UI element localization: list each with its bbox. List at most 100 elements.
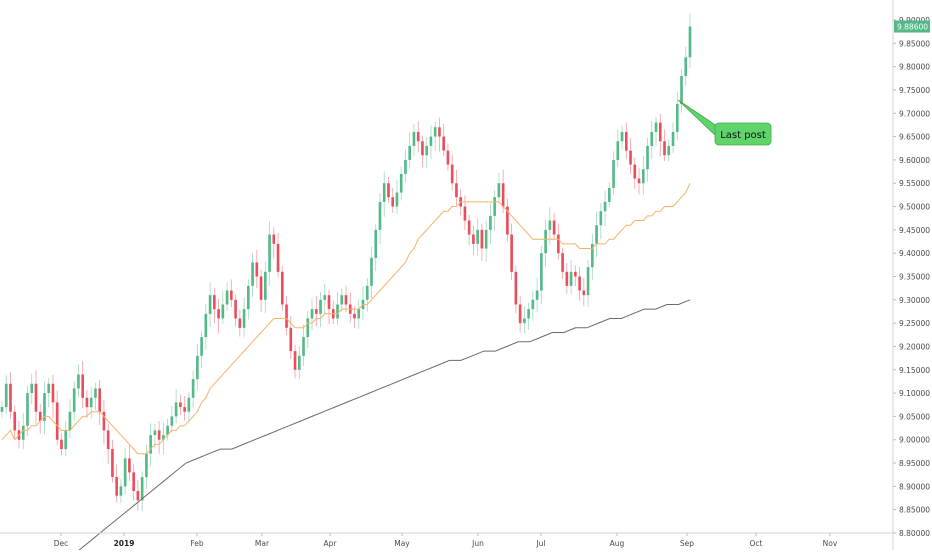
candle-body [340, 295, 344, 305]
candle-body [4, 383, 8, 408]
price-tick-label: 9.25000 [899, 319, 930, 328]
candle-body [89, 397, 93, 408]
candle-body [280, 271, 284, 305]
candle-body [425, 145, 429, 156]
candle-body [297, 355, 301, 370]
price-axis: 9.90000 9.85000 9.80000 9.75000 9.70000 9.650… [893, 16, 930, 538]
price-tick-label: 8.95000 [899, 459, 930, 468]
price-tick-label: 9.80000 [899, 63, 930, 72]
candle-body [259, 276, 263, 300]
candle-body [179, 402, 182, 408]
candle-body [200, 337, 203, 356]
candle-body [268, 234, 271, 272]
candle-body [234, 299, 237, 319]
candle-body [399, 173, 403, 193]
callout-pointer [677, 99, 721, 137]
candle-body [446, 150, 450, 165]
candle-body [293, 351, 297, 370]
candle-body [438, 127, 441, 137]
candle-body [0, 407, 4, 412]
candle-body [357, 309, 361, 319]
price-tick-label: 9.50000 [899, 203, 930, 212]
candle-body [684, 57, 688, 76]
last-post-callout: Last post [677, 99, 772, 146]
candle-body [247, 285, 250, 310]
candle-body [586, 267, 590, 296]
price-tick-label: 9.05000 [899, 412, 930, 421]
price-tick-label: 8.80000 [899, 529, 930, 538]
candle-body [480, 229, 484, 249]
candle-body [591, 243, 594, 268]
candle-body [136, 491, 140, 501]
time-tick-label: Dec [54, 539, 69, 548]
last-price-tag: 9.88600 [894, 20, 930, 33]
candle-body [81, 374, 85, 398]
candle-body [140, 477, 144, 501]
price-tick-label: 9.20000 [899, 342, 930, 351]
price-tick-label: 9.65000 [899, 133, 930, 142]
price-tick-label: 9.60000 [899, 156, 930, 165]
candle-body [43, 393, 46, 422]
candle-body [272, 234, 276, 244]
candle-body [238, 318, 242, 328]
price-tick-label: 9.45000 [899, 226, 930, 235]
candle-body [221, 304, 225, 319]
candle-body [174, 402, 178, 417]
candle-body [111, 449, 114, 478]
time-tick-label: May [394, 539, 410, 548]
time-tick-label: Mar [255, 539, 270, 548]
price-tick-label: 9.90000 [899, 16, 930, 25]
price-tick-label: 9.00000 [899, 436, 930, 445]
candle-body [123, 458, 127, 487]
candle-body [629, 150, 632, 165]
time-axis: Dec 2019 Feb Mar Apr May Jun Jul Aug Sep Oct Nov [54, 533, 838, 548]
candle-body [106, 430, 110, 450]
candle-body [603, 201, 607, 212]
candle-body [523, 318, 526, 324]
candle-body [510, 234, 513, 272]
candle-body [450, 164, 454, 184]
candle-body [204, 313, 208, 338]
candle-body [641, 169, 645, 184]
candle-body [263, 271, 267, 300]
candle-body [255, 262, 259, 277]
candle-body [310, 309, 314, 319]
candle-body [463, 206, 467, 221]
last-price-box [894, 20, 930, 33]
candle-body [55, 402, 59, 440]
candle-body [302, 337, 305, 356]
candle-body [187, 397, 191, 412]
candle-body [518, 304, 522, 324]
candle-body [102, 411, 106, 431]
candle-body [251, 262, 254, 286]
candle-body [119, 486, 123, 496]
callout-label: Last post [720, 130, 766, 141]
price-tick-label: 8.90000 [899, 482, 930, 491]
candle-body [535, 290, 539, 300]
price-tick-label: 9.10000 [899, 389, 930, 398]
candle-body [51, 383, 55, 403]
candle-body [416, 131, 420, 142]
candle-body [162, 435, 165, 440]
candle-body [60, 439, 63, 450]
candle-body [217, 309, 220, 319]
candle-body [64, 430, 68, 450]
price-tick-label: 9.30000 [899, 296, 930, 305]
candle-body [607, 187, 611, 202]
candle-body [353, 313, 356, 319]
candle-body [77, 374, 80, 389]
candle-body [616, 141, 620, 160]
candle-body [196, 355, 199, 380]
candle-body [13, 411, 17, 431]
callout-box [714, 122, 772, 146]
candle-body [153, 430, 157, 436]
candle-body [225, 290, 229, 305]
candle-body [408, 145, 412, 160]
candle-body [620, 131, 624, 142]
candle-body [319, 299, 322, 314]
candle-body [387, 183, 390, 198]
candle-body [132, 472, 135, 492]
time-tick-label: Feb [190, 539, 204, 548]
candle-body [663, 141, 666, 156]
